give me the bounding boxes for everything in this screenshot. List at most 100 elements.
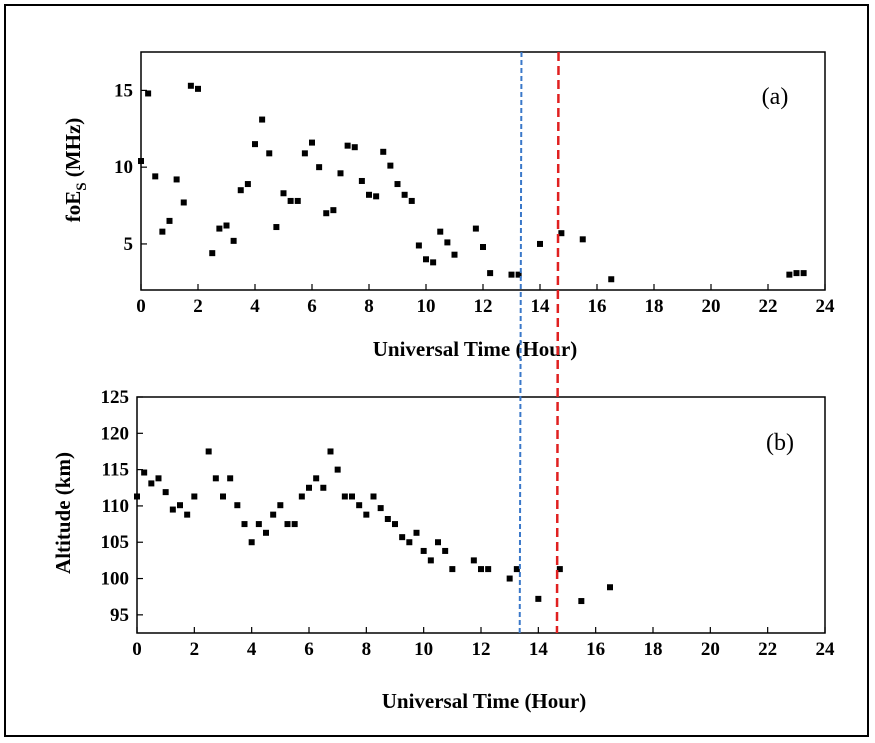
- panel-a-data-point: [487, 270, 494, 277]
- panel-a-ylabel-main: foE: [61, 191, 85, 223]
- panel-b-ytick-label: 110: [102, 496, 129, 517]
- panel-b-ylabel: Altitude (km): [51, 452, 75, 574]
- panel-b-xtick-label: 8: [362, 639, 372, 660]
- panel-b-data-point: [406, 539, 413, 546]
- panel-b-data-point: [607, 584, 613, 591]
- panel-a-data-point: [166, 217, 173, 224]
- panel-a-data-point: [187, 82, 194, 89]
- panel-a-xlabel: Universal Time (Hour): [373, 337, 578, 361]
- panel-a-xtick-label: 4: [250, 296, 260, 317]
- panel-b-data-point: [399, 534, 406, 541]
- panel-b-data-point: [277, 502, 284, 509]
- panel-a-data-point: [223, 222, 230, 229]
- panel-b-data-point: [413, 529, 420, 536]
- panel-b-data-point: [327, 448, 334, 455]
- panel-a-xtick-label: 8: [364, 296, 374, 317]
- panel-a-data-point: [244, 181, 251, 188]
- panel-b-data-point: [220, 493, 226, 500]
- figure-frame: [4, 4, 869, 737]
- panel-b-data-point: [506, 575, 513, 582]
- panel-a-data-point: [309, 139, 315, 146]
- panel-b-data-point: [449, 566, 456, 573]
- panel-b-ytick-label: 115: [102, 460, 129, 481]
- panel-a-data-point: [280, 190, 287, 197]
- panel-a-data-point: [287, 197, 294, 204]
- panel-a-data-point: [394, 181, 401, 188]
- panel-b-data-point: [241, 521, 248, 528]
- panel-a-ytick-label: 10: [114, 157, 133, 178]
- panel-b-data-point: [513, 566, 520, 573]
- panel-b-data-point: [485, 566, 492, 573]
- panel-b-data-point: [284, 521, 291, 528]
- panel-a-xtick-label: 10: [417, 296, 436, 317]
- panel-a-data-point: [408, 197, 415, 204]
- panel-a-data-point: [252, 141, 258, 148]
- panel-a-data-point: [401, 191, 408, 198]
- panel-b-xtick-label: 16: [586, 639, 605, 660]
- panel-b-data-point: [184, 511, 191, 518]
- panel-a-data-point: [423, 256, 429, 263]
- panel-b-data-point: [535, 595, 542, 602]
- panel-a-data-point: [579, 236, 586, 243]
- panel-a-data-point: [301, 150, 308, 157]
- panel-a-xtick-label: 20: [702, 296, 721, 317]
- panel-b-xtick-label: 10: [414, 639, 433, 660]
- panel-b-data-point: [298, 493, 305, 500]
- panel-b-data-point: [377, 505, 384, 512]
- panel-a-ylabel: foES (MHz): [61, 118, 90, 223]
- panel-a-data-point: [152, 173, 159, 180]
- panel-b-xtick-label: 6: [304, 639, 314, 660]
- panel-a-data-point: [266, 150, 273, 157]
- panel-b-data-point: [212, 475, 219, 482]
- panel-a-data-point: [387, 162, 394, 169]
- panel-a-data-point: [444, 239, 451, 246]
- panel-a-data-point: [344, 142, 351, 149]
- panel-b-data-point: [442, 547, 449, 554]
- panel-a-xtick-label: 14: [531, 296, 551, 317]
- panel-b-ytick-label: 120: [101, 423, 130, 444]
- panel-a-xtick-label: 0: [136, 296, 146, 317]
- panel-b-data-point: [478, 566, 484, 573]
- panel-a-data-point: [430, 259, 437, 266]
- panel-b-data-point: [162, 489, 169, 496]
- red-dashed-reference-line: [555, 51, 560, 634]
- panel-b-data-point: [263, 529, 269, 536]
- panel-b-xtick-label: 22: [758, 639, 777, 660]
- panel-b-xtick-label: 18: [644, 639, 663, 660]
- panel-b-data-point: [578, 598, 585, 605]
- panel-a-data-point: [451, 251, 458, 258]
- panel-a-data-point: [216, 225, 223, 232]
- panel-a-ylabel-sub: S: [74, 182, 90, 190]
- panel-a-data-point: [558, 230, 565, 237]
- panel-a-xtick-label: 12: [474, 296, 493, 317]
- panel-a-xtick-label: 2: [193, 296, 203, 317]
- panel-b-data-point: [435, 539, 441, 546]
- panel-b-label: (b): [766, 430, 794, 456]
- panel-b-xtick-label: 2: [190, 639, 200, 660]
- panel-b-data-point: [306, 484, 312, 491]
- blue-dashed-reference-line: [518, 51, 523, 634]
- panel-a-data-point: [230, 237, 237, 244]
- panel-b-xtick-label: 4: [247, 639, 257, 660]
- panel-b-data-point: [191, 493, 198, 500]
- panel-b-data-point: [392, 521, 398, 528]
- panel-b-xlabel: Universal Time (Hour): [382, 689, 587, 713]
- panel-b-data-point: [363, 511, 370, 518]
- panel-a-data-point: [537, 240, 543, 247]
- panel-a-xtick-label: 18: [645, 296, 664, 317]
- panel-a-data-point: [373, 193, 380, 200]
- panel-b-data-point: [356, 502, 363, 509]
- panel-a-data-point: [294, 197, 301, 204]
- panel-a-data-point: [800, 270, 807, 277]
- panel-a-data-point: [316, 164, 323, 171]
- panel-a-plot-area: [140, 51, 826, 291]
- panel-a-data-point: [237, 187, 244, 194]
- panel-b-data-point: [427, 557, 434, 564]
- panel-b-xtick-label: 20: [701, 639, 720, 660]
- panel-a-data-point: [358, 177, 365, 184]
- panel-a-data-point: [366, 191, 372, 198]
- panel-b-data-point: [270, 511, 277, 518]
- panel-a-xtick-label: 6: [307, 296, 317, 317]
